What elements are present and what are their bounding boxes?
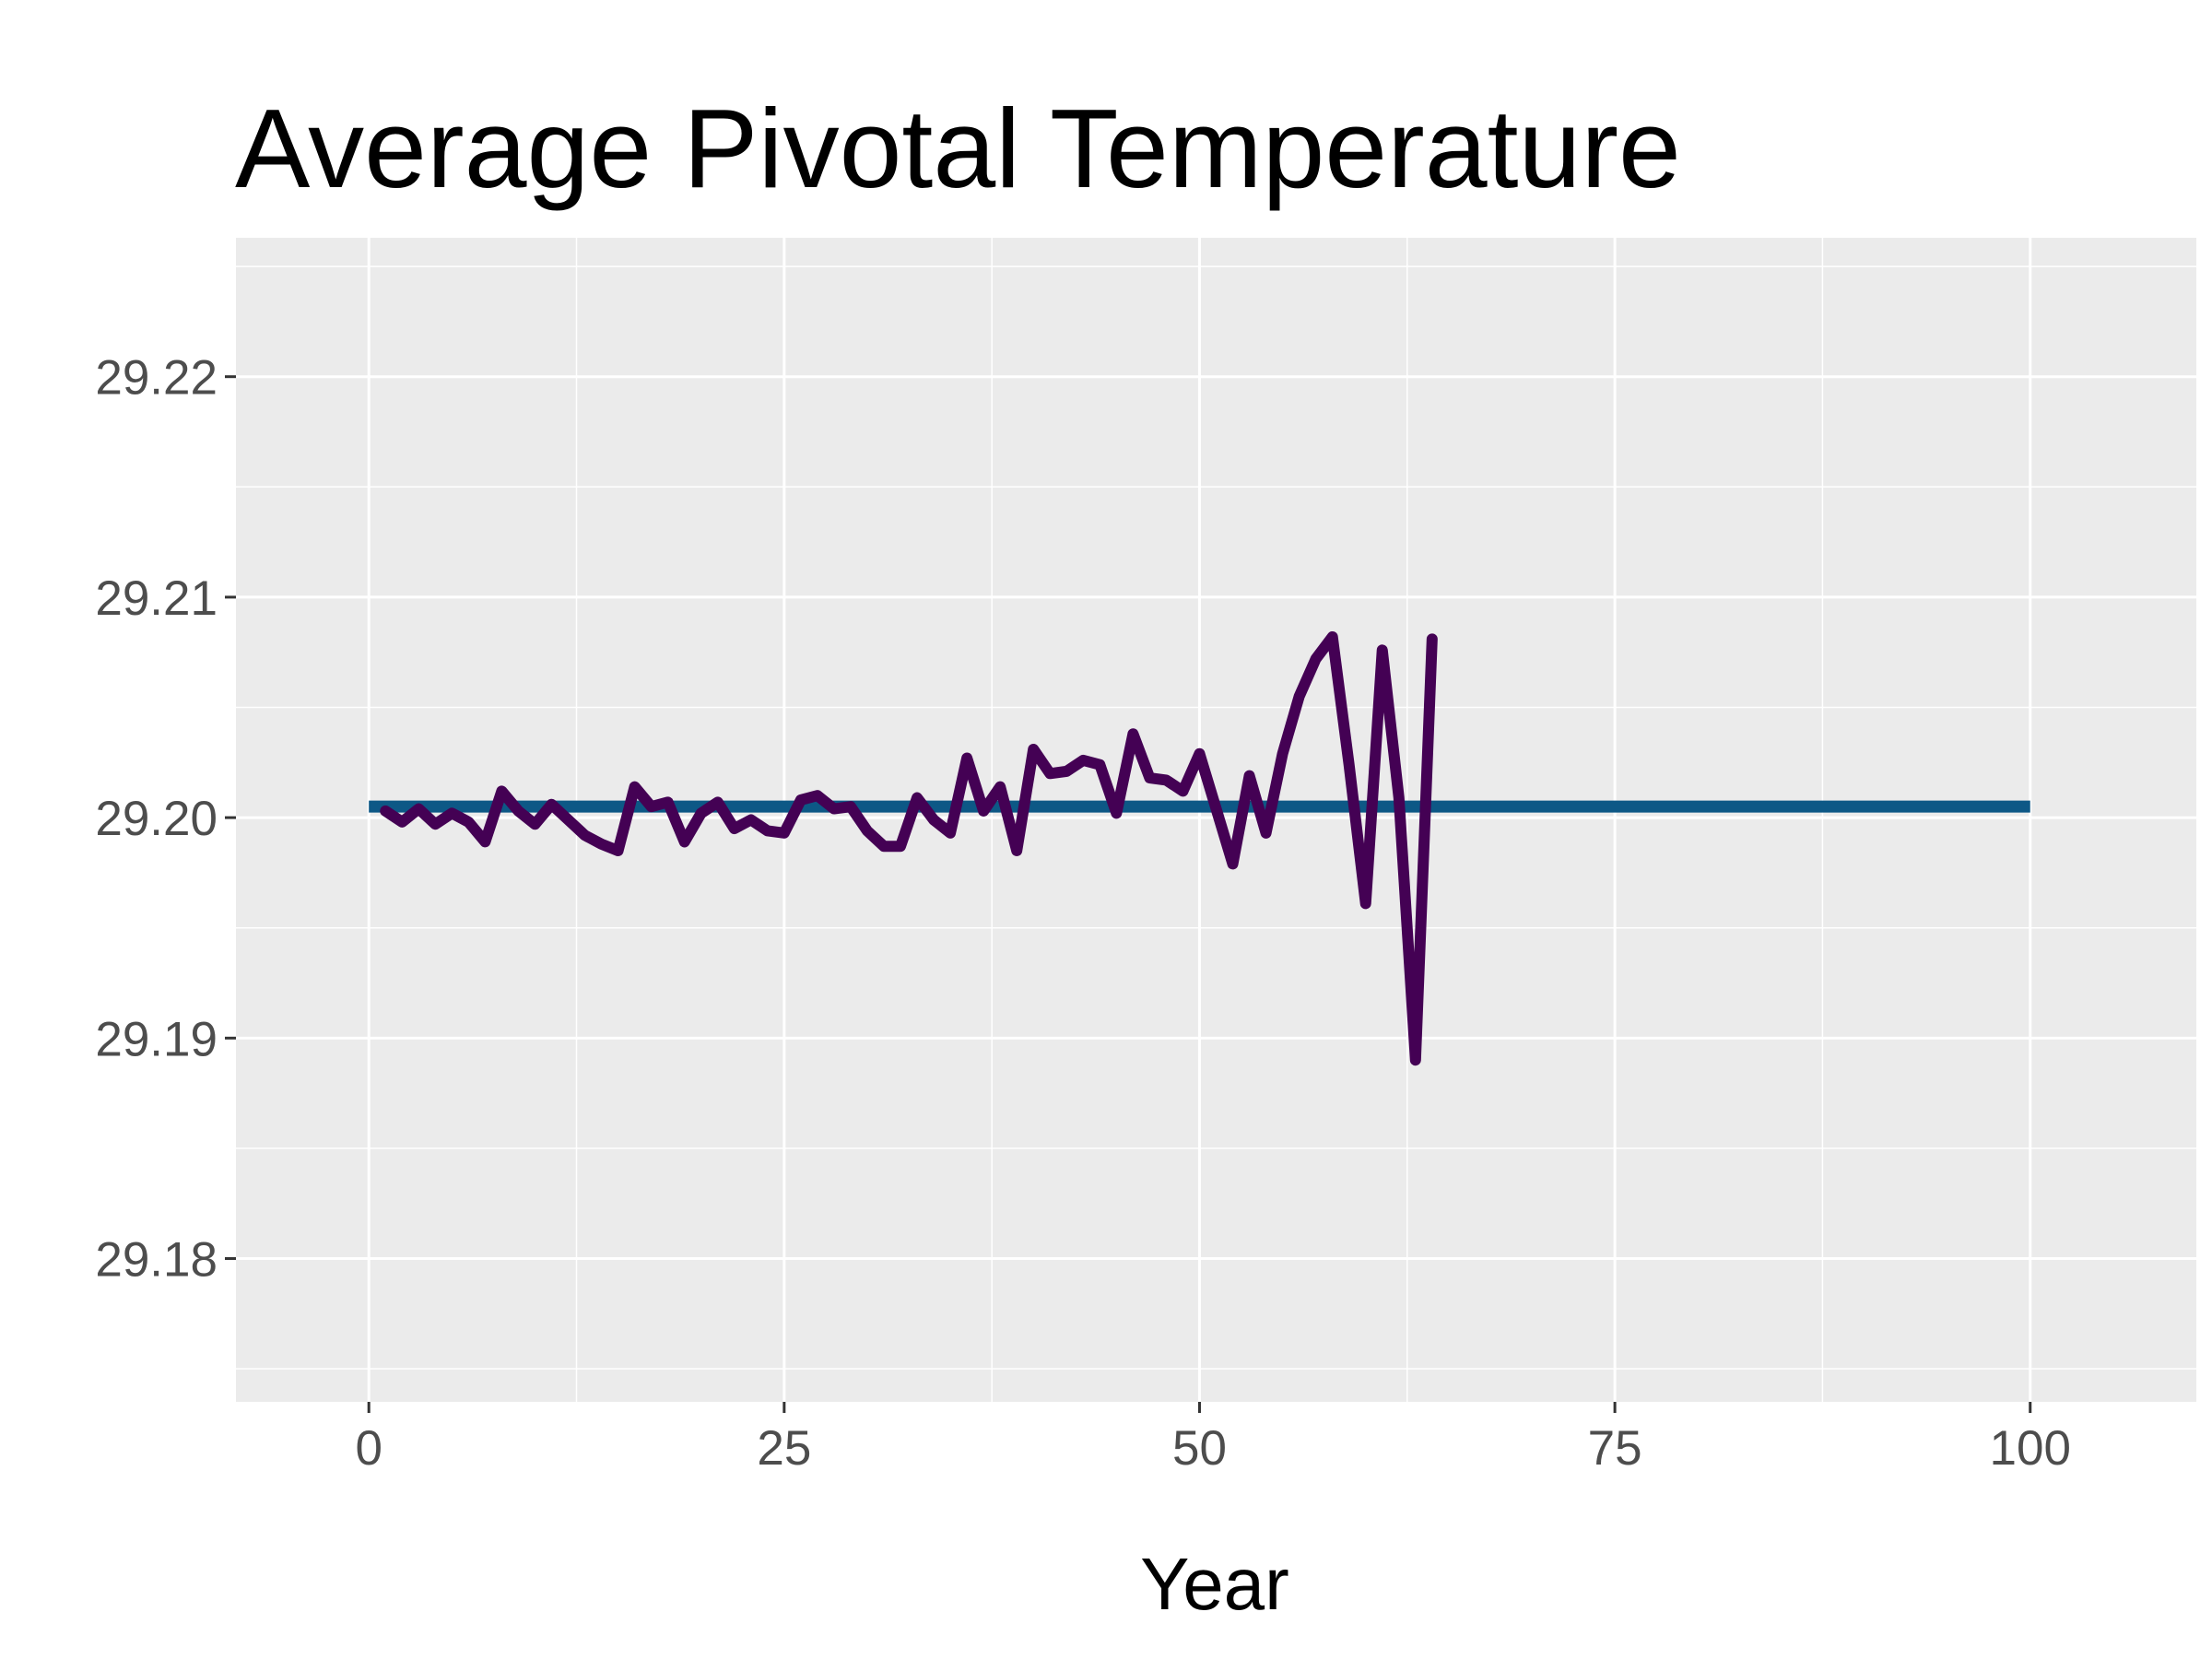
y-tick-label: 29.22 — [95, 351, 218, 406]
x-tick-label: 0 — [355, 1421, 382, 1476]
y-tick-label: 29.20 — [95, 792, 218, 846]
minor-gridlines — [236, 238, 2196, 1402]
series-layer — [369, 630, 2030, 1066]
y-tick-label: 29.19 — [95, 1012, 218, 1066]
y-tick-label: 29.21 — [95, 571, 218, 626]
x-tick-label: 50 — [1172, 1421, 1227, 1476]
x-axis-title: Year — [1140, 1543, 1289, 1625]
x-tick-label: 75 — [1588, 1421, 1642, 1476]
axis-ticks — [225, 375, 2032, 1413]
series-line — [380, 630, 1438, 1066]
y-tick-label: 29.18 — [95, 1233, 218, 1288]
tick-labels: 29.18 29.19 29.20 29.21 29.22 0 25 50 75 100 — [95, 351, 2071, 1476]
chart-title: Average Pivotal Temperature — [235, 86, 1681, 211]
x-tick-label: 25 — [757, 1421, 811, 1476]
x-tick-label: 100 — [1990, 1421, 2071, 1476]
